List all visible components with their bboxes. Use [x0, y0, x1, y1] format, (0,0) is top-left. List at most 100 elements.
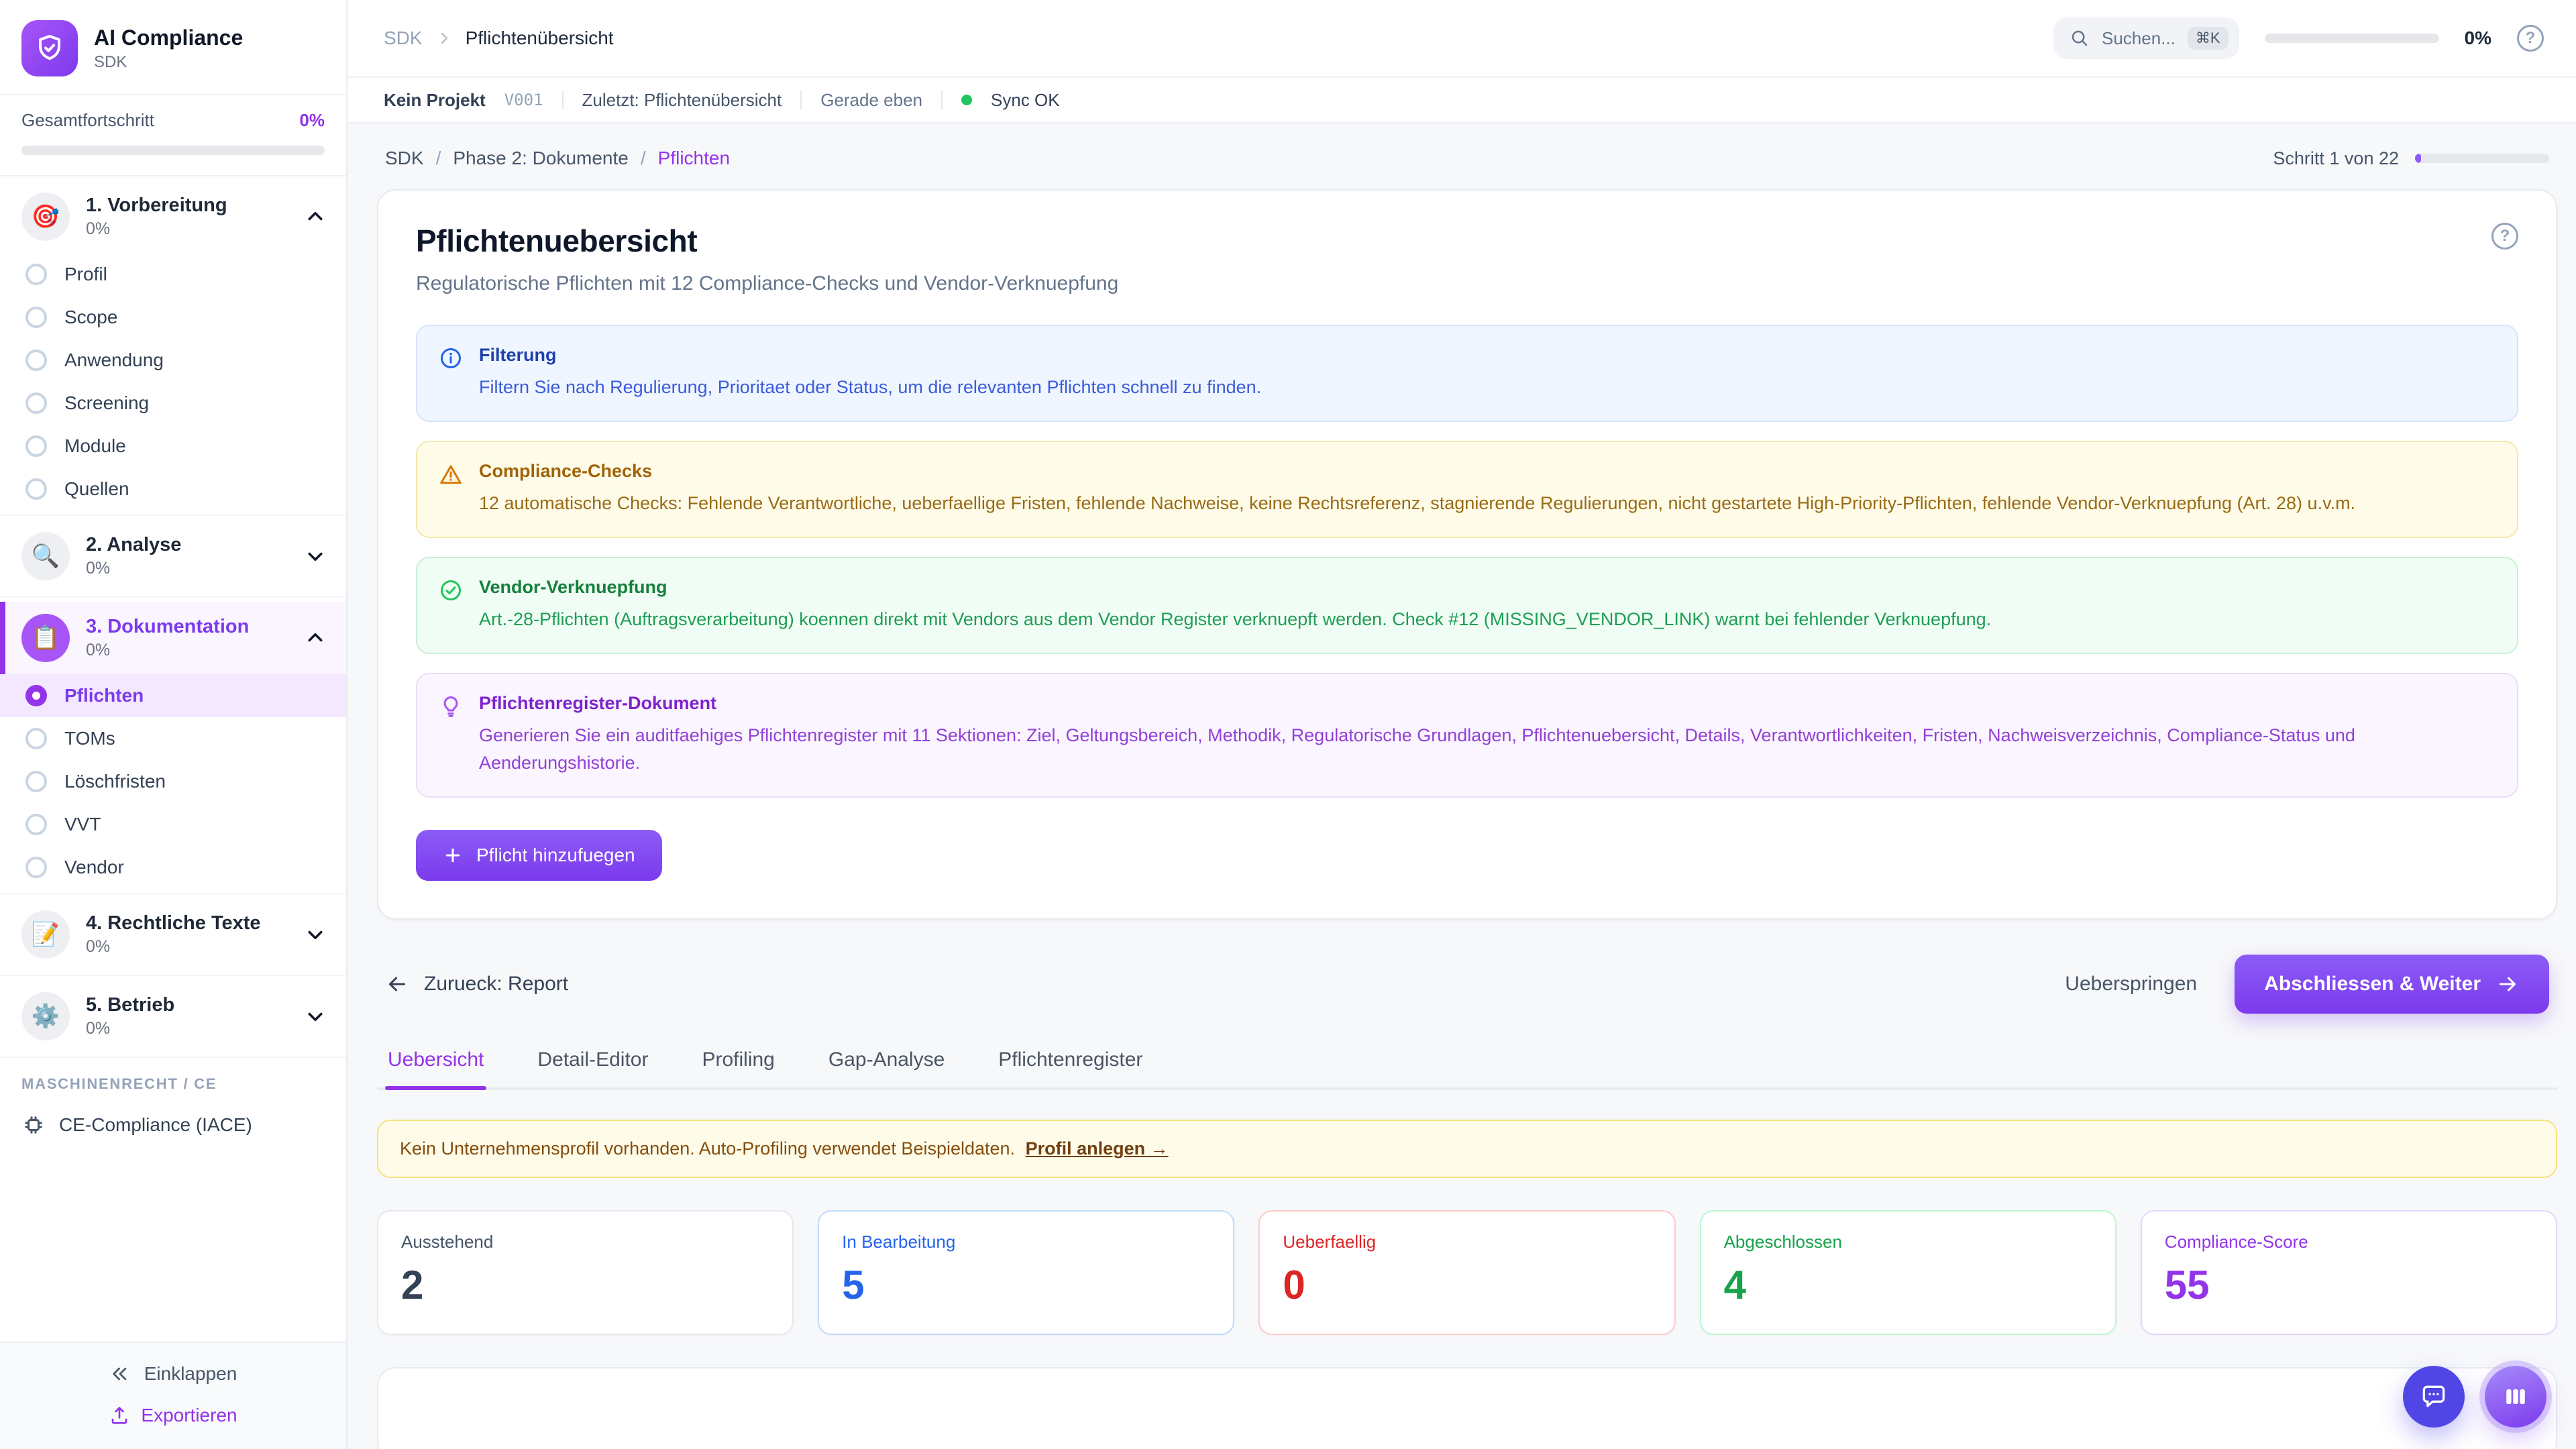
chevron-down-icon	[306, 1007, 325, 1026]
machine-section-label: MASCHINENRECHT / CE	[21, 1075, 217, 1092]
app-header: AI Compliance SDK	[0, 0, 346, 94]
sidebar-section-5-betrieb[interactable]: ⚙️ 5. Betrieb 0%	[0, 980, 346, 1053]
page-title: Pflichtenuebersicht	[416, 223, 698, 258]
overall-progress: Gesamtfortschritt 0%	[0, 94, 346, 175]
stat-label: Compliance-Score	[2164, 1232, 2308, 1252]
double-chevron-left-icon	[113, 1367, 127, 1381]
sidebar-section-1-vorbereitung[interactable]: 🎯 1. Vorbereitung 0%	[0, 180, 346, 253]
app-subtitle: SDK	[94, 53, 127, 72]
stat-label: Abgeschlossen	[1723, 1232, 1842, 1252]
main-card: Pflichtenuebersicht Regulatorische Pflic…	[377, 189, 2557, 920]
step-label: Schritt 1 von 22	[2273, 148, 2399, 168]
columns-fab[interactable]	[2485, 1366, 2546, 1428]
tab-profiling[interactable]: Profiling	[699, 1049, 777, 1087]
card-help-icon[interactable]	[2491, 223, 2518, 250]
shield-check-logo-icon	[21, 20, 78, 76]
info-box-text: Art.-28-Pflichten (Auftragsverarbeitung)…	[479, 608, 1992, 629]
export-button[interactable]: Exportieren	[109, 1405, 237, 1426]
chevron-up-icon	[306, 207, 325, 226]
info-box: Pflichtenregister-Dokument Generieren Si…	[416, 672, 2518, 798]
stat-card-ueberfaellig: Ueberfaellig 0	[1258, 1210, 1676, 1336]
page-breadcrumb: SDK / Phase 2: Dokumente / Pflichten	[385, 148, 730, 169]
info-box-list: Filterung Filtern Sie nach Regulierung, …	[416, 325, 2518, 798]
sidebar-item-screening[interactable]: Screening	[0, 382, 346, 425]
info-box: Filterung Filtern Sie nach Regulierung, …	[416, 325, 2518, 422]
tab-uebersicht[interactable]: Uebersicht	[385, 1049, 486, 1091]
sidebar-item-module[interactable]: Module	[0, 425, 346, 468]
sidebar-item-pflichten[interactable]: Pflichten	[0, 674, 346, 717]
stat-value: 4	[1723, 1263, 1746, 1308]
sidebar-item-quellen[interactable]: Quellen	[0, 468, 346, 511]
page-breadcrumb-bar: SDK / Phase 2: Dokumente / Pflichten Sch…	[377, 123, 2557, 189]
warning-icon	[439, 462, 463, 486]
upload-icon	[112, 1407, 127, 1424]
info-box-title: Pflichtenregister-Dokument	[479, 692, 717, 713]
stat-card-in-bearbeitung: In Bearbeitung 5	[818, 1210, 1235, 1336]
chat-fab[interactable]	[2403, 1366, 2465, 1428]
back-button[interactable]: Zurueck: Report	[385, 972, 568, 996]
content-area: SDK Pflichtenübersicht Suchen... ⌘K 0% K…	[347, 0, 2576, 1449]
sidebar-item-profil[interactable]: Profil	[0, 253, 346, 296]
create-profile-link[interactable]: Profil anlegen →	[1025, 1138, 1169, 1159]
sidebar-item-l-schfristen[interactable]: Löschfristen	[0, 760, 346, 803]
section-emoji-icon: 📋	[21, 614, 70, 662]
topbar: SDK Pflichtenübersicht Suchen... ⌘K 0%	[347, 0, 2576, 78]
info-box-text: Generieren Sie ein auditfaehiges Pflicht…	[479, 724, 2355, 773]
statusbar: Kein Projekt V001 Zuletzt: Pflichtenüber…	[347, 78, 2576, 123]
sidebar-section-3-dokumentation[interactable]: 📋 3. Dokumentation 0%	[0, 602, 346, 674]
section-emoji-icon: 📝	[21, 910, 70, 959]
radio-icon	[25, 857, 47, 878]
sidebar-item-ce-compliance[interactable]: CE-Compliance (IACE)	[0, 1099, 346, 1153]
sidebar-section-2-analyse[interactable]: 🔍 2. Analyse 0%	[0, 520, 346, 592]
search-placeholder: Suchen...	[2101, 28, 2176, 48]
columns-icon	[2506, 1389, 2525, 1404]
radio-icon	[25, 392, 47, 414]
sidebar-section-4-rechtliche-texte[interactable]: 📝 4. Rechtliche Texte 0%	[0, 898, 346, 971]
check-circle-icon	[439, 578, 463, 602]
collapse-sidebar-button[interactable]: Einklappen	[109, 1363, 237, 1385]
breadcrumb-separator: /	[435, 148, 441, 168]
complete-next-button[interactable]: Abschliessen & Weiter	[2235, 955, 2549, 1014]
sidebar-item-vvt[interactable]: VVT	[0, 803, 346, 846]
breadcrumb-sdk[interactable]: SDK	[385, 148, 424, 168]
skip-button[interactable]: Ueberspringen	[2065, 973, 2198, 996]
breadcrumb-current: Pflichtenübersicht	[465, 28, 614, 48]
chevron-down-icon	[306, 547, 325, 566]
stat-label: In Bearbeitung	[842, 1232, 956, 1252]
step-progress-fill	[2415, 154, 2421, 163]
arrow-left-icon	[389, 977, 405, 991]
info-box-title: Filterung	[479, 345, 557, 365]
radio-icon	[25, 350, 47, 371]
tab-detail-editor[interactable]: Detail-Editor	[535, 1049, 651, 1087]
section-emoji-icon: 🎯	[21, 193, 70, 241]
radio-icon	[25, 264, 47, 285]
arrow-right-icon	[2500, 977, 2516, 991]
breadcrumb-pflichten: Pflichten	[657, 148, 731, 168]
breadcrumb-phase[interactable]: Phase 2: Dokumente	[453, 148, 629, 168]
radio-icon	[25, 478, 47, 500]
info-box-text: Filtern Sie nach Regulierung, Prioritaet…	[479, 377, 1262, 397]
section-percent: 0%	[86, 641, 111, 659]
sidebar-nav: 🎯 1. Vorbereitung 0% Profil Scope Anwend…	[0, 175, 346, 1342]
sidebar-item-vendor[interactable]: Vendor	[0, 846, 346, 889]
sidebar-item-scope[interactable]: Scope	[0, 296, 346, 339]
profile-warning-banner: Kein Unternehmensprofil vorhanden. Auto-…	[377, 1120, 2557, 1179]
search-input[interactable]: Suchen... ⌘K	[2053, 17, 2239, 59]
add-pflicht-button[interactable]: Pflicht hinzufuegen	[416, 830, 662, 881]
sidebar-item-anwendung[interactable]: Anwendung	[0, 339, 346, 382]
tab-pflichtenregister[interactable]: Pflichtenregister	[996, 1049, 1145, 1087]
breadcrumb-root[interactable]: SDK	[384, 28, 423, 48]
breadcrumb-separator: /	[640, 148, 646, 168]
divider	[561, 91, 564, 109]
section-percent: 0%	[86, 219, 111, 238]
info-box-text: 12 automatische Checks: Fehlende Verantw…	[479, 492, 2356, 513]
stat-card-compliance-score: Compliance-Score 55	[2140, 1210, 2557, 1336]
tab-gap-analyse[interactable]: Gap-Analyse	[826, 1049, 947, 1087]
overall-progress-label: Gesamtfortschritt	[21, 110, 154, 130]
help-icon[interactable]	[2517, 25, 2544, 52]
sidebar-item-toms[interactable]: TOMs	[0, 717, 346, 760]
info-box: Compliance-Checks 12 automatische Checks…	[416, 440, 2518, 538]
project-name: Kein Projekt	[384, 89, 486, 110]
stat-label: Ueberfaellig	[1283, 1232, 1377, 1252]
last-saved-time: Gerade eben	[820, 89, 923, 110]
